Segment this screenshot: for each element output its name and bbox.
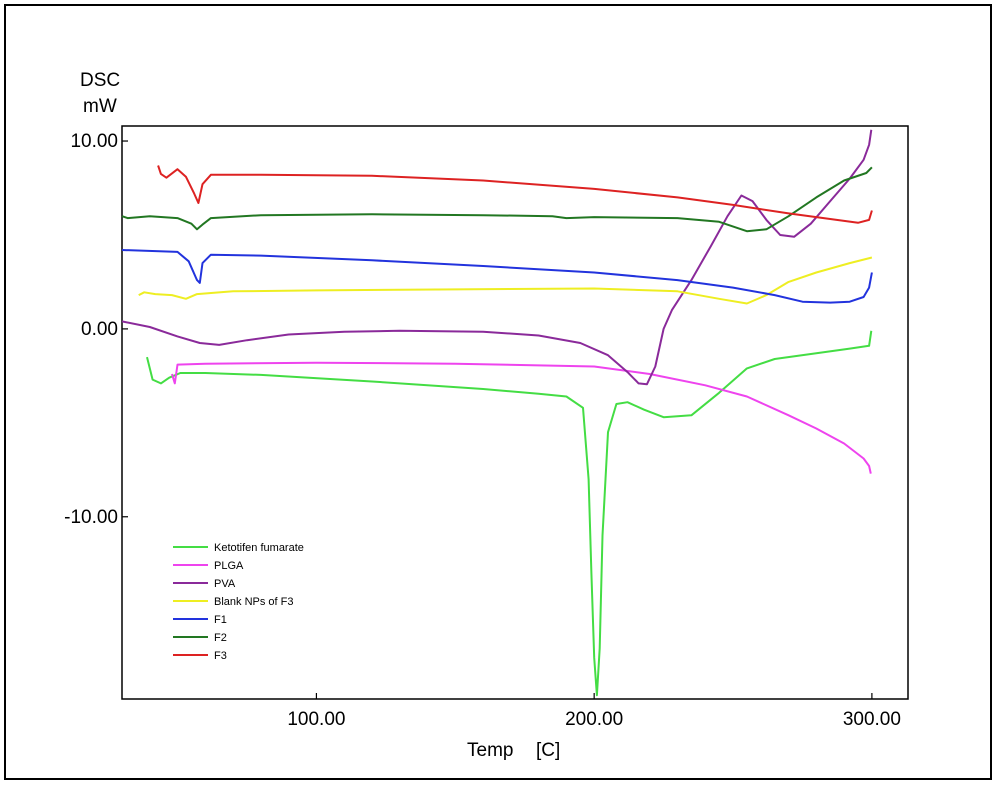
series-line-pva (121, 129, 873, 386)
legend-label: PVA (214, 578, 236, 590)
y-axis-label-dsc: DSC (80, 70, 120, 91)
legend-label: F3 (214, 650, 227, 662)
legend-label: F2 (214, 632, 227, 644)
x-axis-unit: [C] (536, 740, 560, 761)
x-axis: 100.00 200.00 300.00 (287, 693, 901, 730)
x-tick-label: 100.00 (287, 709, 345, 730)
y-axis: 10.00 0.00 -10.00 (64, 131, 128, 528)
legend-label: PLGA (214, 560, 244, 572)
series-line-f3 (157, 165, 873, 224)
series-line-f1 (121, 249, 873, 304)
plot-area (121, 125, 909, 700)
series-layer (121, 129, 873, 697)
chart-frame (4, 4, 992, 780)
legend-label: Ketotifen fumarate (214, 542, 304, 554)
series-line-blank-nps-of-f3 (138, 256, 873, 305)
legend: Ketotifen fumarate PLGA PVA Blank NPs of F3… (173, 542, 304, 662)
legend-label: F1 (214, 614, 227, 626)
y-tick-label: -10.00 (64, 507, 118, 528)
x-axis-title: Temp (467, 740, 513, 761)
y-tick-label: 0.00 (81, 319, 118, 340)
x-tick-label: 300.00 (843, 709, 901, 730)
series-line-plga (171, 361, 872, 474)
x-tick-label: 200.00 (565, 709, 623, 730)
series-line-f2 (121, 166, 873, 233)
legend-label: Blank NPs of F3 (214, 596, 293, 608)
y-axis-label-unit: mW (83, 96, 117, 117)
y-tick-label: 10.00 (70, 131, 118, 152)
series-line-ketotifen-fumarate (146, 330, 873, 697)
